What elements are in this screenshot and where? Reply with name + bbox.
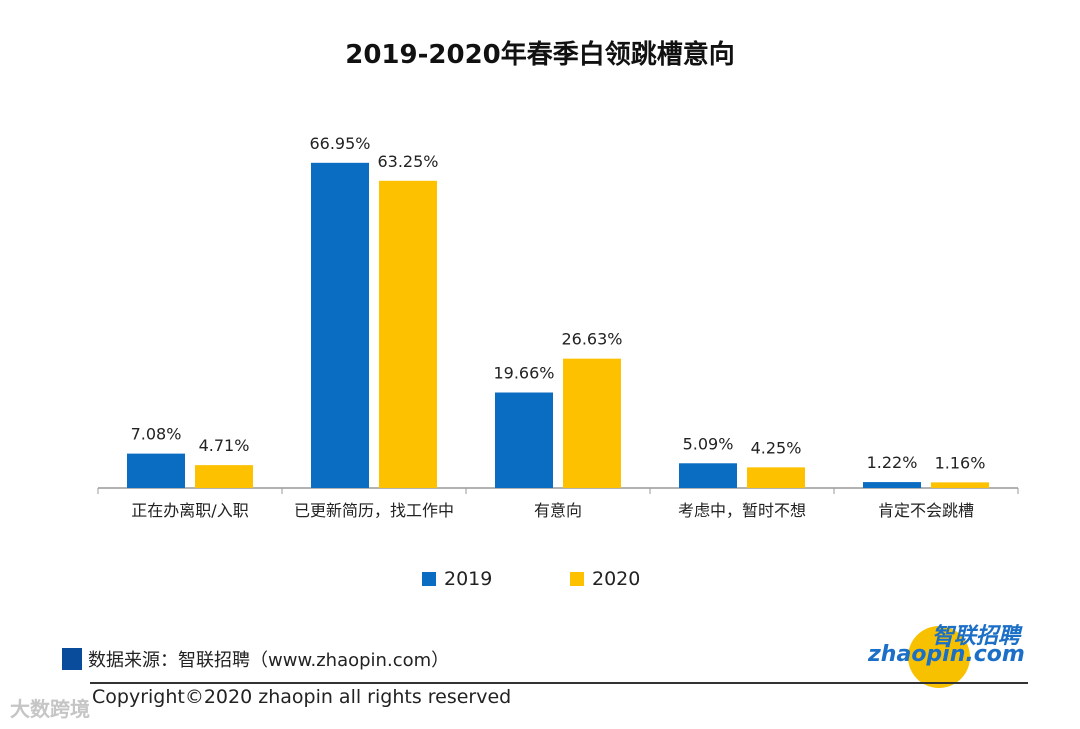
- data-label-2019: 1.22%: [867, 453, 918, 472]
- x-tick-label: 已更新简历，找工作中: [294, 501, 454, 520]
- zhaopin-logo: 智联招聘 zhaopin.com: [862, 618, 1032, 688]
- footer-divider: [90, 682, 1028, 684]
- source-marker: [62, 648, 82, 670]
- legend-swatch-2020: [570, 572, 584, 586]
- logo-circle: [908, 626, 970, 688]
- bar-2019: [311, 162, 369, 489]
- data-label-2019: 7.08%: [131, 425, 182, 444]
- legend-label-2019: 2019: [444, 568, 493, 590]
- data-label-2019: 19.66%: [493, 364, 554, 383]
- bar-2019: [679, 463, 737, 488]
- x-tick-label: 正在办离职/入职: [131, 501, 248, 520]
- data-label-2020: 26.63%: [561, 330, 622, 349]
- data-label-2020: 4.71%: [199, 436, 250, 455]
- data-source: 数据来源：智联招聘（www.zhaopin.com）: [62, 646, 449, 672]
- source-label: 数据来源：智联招聘（www.zhaopin.com）: [88, 650, 450, 671]
- watermark: 大数跨境: [10, 697, 90, 721]
- x-tick-label: 肯定不会跳槽: [878, 501, 974, 520]
- data-label-2019: 5.09%: [683, 434, 734, 453]
- bar-2019: [495, 392, 553, 488]
- bar-2020: [379, 180, 437, 489]
- data-label-2020: 63.25%: [377, 152, 438, 171]
- bar-2020: [931, 482, 989, 488]
- copyright-text: Copyright©2020 zhaopin all rights reserv…: [92, 686, 512, 708]
- bar-2019: [863, 482, 921, 488]
- x-tick-label: 有意向: [534, 501, 582, 520]
- legend-item-2019: 2019: [422, 568, 492, 590]
- bar-2020: [747, 467, 805, 488]
- legend-swatch-2019: [422, 572, 436, 586]
- logo-en-text: zhaopin.com: [868, 642, 1025, 667]
- legend-item-2020: 2020: [570, 568, 640, 590]
- logo-cn-text: 智联招聘: [932, 624, 1021, 649]
- bar-2020: [563, 358, 621, 488]
- bar-2020: [195, 465, 253, 488]
- bar-2019: [127, 453, 185, 488]
- x-tick-label: 考虑中，暂时不想: [678, 501, 806, 520]
- data-label-2020: 4.25%: [751, 438, 802, 457]
- data-label-2019: 66.95%: [309, 134, 370, 153]
- chart-title: 2019-2020年春季白领跳槽意向: [345, 40, 735, 70]
- data-label-2020: 1.16%: [935, 453, 986, 472]
- legend-label-2020: 2020: [592, 568, 641, 590]
